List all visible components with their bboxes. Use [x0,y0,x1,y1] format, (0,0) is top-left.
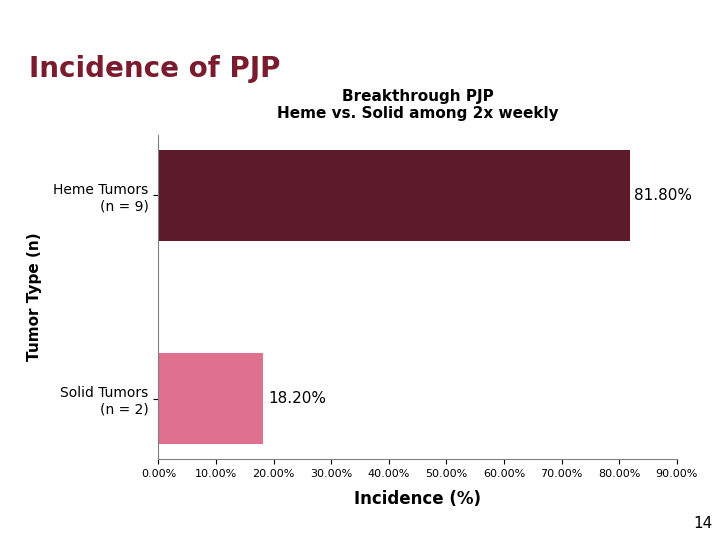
Text: 81.80%: 81.80% [634,188,692,203]
Text: LOMA LINDA UNIVERSITY HEALTH: LOMA LINDA UNIVERSITY HEALTH [192,10,528,28]
Title: Breakthrough PJP
Heme vs. Solid among 2x weekly: Breakthrough PJP Heme vs. Solid among 2x… [276,89,559,122]
Text: 14: 14 [693,516,712,531]
Text: 18.20%: 18.20% [268,391,326,406]
Y-axis label: Tumor Type (n): Tumor Type (n) [27,233,42,361]
Bar [158,353,264,444]
X-axis label: Incidence (%): Incidence (%) [354,490,481,508]
Text: Incidence of PJP: Incidence of PJP [29,55,280,83]
Bar [158,150,629,241]
